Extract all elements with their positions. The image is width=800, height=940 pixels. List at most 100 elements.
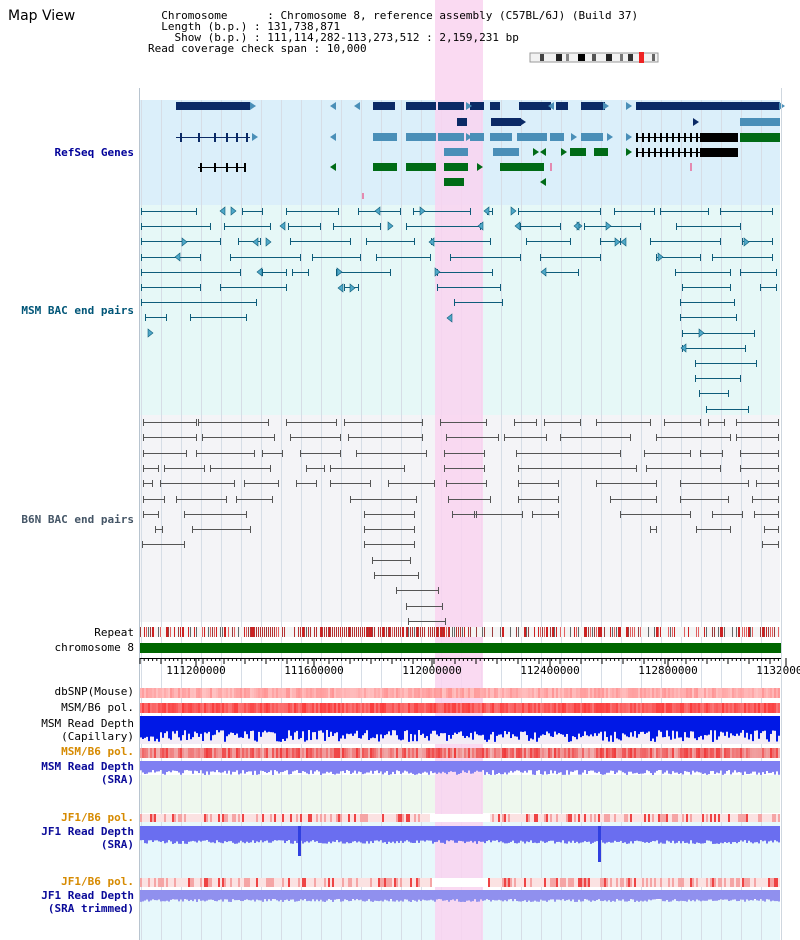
- msm-polymorphism: [756, 703, 758, 713]
- jf1-polymorphism: [606, 814, 608, 822]
- msm-depth-sra-bar: [748, 761, 750, 775]
- jf1-polymorphism-2: [666, 878, 668, 887]
- jf1-depth-bar: [274, 826, 276, 841]
- dbsnp-density: [680, 688, 682, 698]
- msm-polymorphism: [318, 703, 320, 713]
- msm-depth-capillary-bar: [674, 716, 676, 739]
- jf1-depth-trimmed-bar: [512, 890, 514, 902]
- msm-depth-capillary-bar: [662, 716, 664, 738]
- msm-depth-sra-bar: [666, 761, 668, 771]
- dbsnp-density: [646, 688, 648, 698]
- gene-strand-arrow: [354, 102, 360, 110]
- repeat-element: [278, 627, 279, 637]
- repeat-element: [352, 627, 353, 637]
- repeat-element: [382, 627, 384, 637]
- jf1-polymorphism: [626, 814, 628, 822]
- jf1-depth-trimmed-bar: [344, 890, 346, 900]
- dbsnp-density: [206, 688, 208, 698]
- msm-depth-capillary-bar: [410, 716, 412, 734]
- gene-exon: [660, 148, 662, 157]
- track-label-msm-bac[interactable]: MSM BAC end pairs: [21, 304, 134, 317]
- msm-polymorphism: [400, 703, 402, 713]
- msm-polymorphism-2: [148, 748, 150, 758]
- msm-polymorphism: [620, 703, 622, 713]
- track-label-msm-b6-pol-1: MSM/B6 pol.: [61, 701, 134, 714]
- msm-polymorphism-2: [584, 748, 586, 758]
- dbsnp-density: [518, 688, 520, 698]
- jf1-polymorphism-2: [338, 878, 340, 887]
- repeat-element: [388, 627, 389, 637]
- jf1-polymorphism: [320, 814, 322, 822]
- jf1-polymorphism-2: [704, 878, 706, 887]
- jf1-polymorphism: [316, 814, 318, 822]
- bac-end-tick: [372, 557, 373, 564]
- msm-depth-capillary-bar: [414, 716, 416, 735]
- jf1-polymorphism: [202, 814, 204, 822]
- bac-end-tick: [274, 434, 275, 441]
- jf1-polymorphism: [722, 814, 724, 822]
- jf1-polymorphism-2: [762, 878, 764, 887]
- track-label-refseq[interactable]: RefSeq Genes: [54, 146, 134, 159]
- jf1-polymorphism: [266, 814, 268, 822]
- jf1-polymorphism: [598, 814, 600, 822]
- jf1-polymorphism: [428, 814, 430, 822]
- msm-polymorphism: [480, 703, 482, 713]
- jf1-depth-bar: [694, 826, 696, 844]
- dbsnp-density: [150, 688, 152, 698]
- track-label-b6n-bac[interactable]: B6N BAC end pairs: [21, 513, 134, 526]
- jf1-polymorphism-2: [700, 878, 702, 887]
- msm-depth-capillary-bar: [568, 716, 570, 742]
- dbsnp-density: [142, 688, 144, 698]
- msm-depth-capillary-bar: [222, 716, 224, 731]
- dbsnp-density: [286, 688, 288, 698]
- msm-polymorphism-2: [218, 748, 220, 758]
- msm-depth-capillary-bar: [554, 716, 556, 732]
- dbsnp-density: [234, 688, 236, 698]
- jf1-polymorphism-2: [684, 878, 686, 887]
- dbsnp-density: [686, 688, 688, 698]
- bac-end-tick: [470, 208, 471, 215]
- jf1-depth-bar: [556, 826, 558, 842]
- bac-end-tick: [748, 406, 749, 413]
- msm-depth-capillary-bar: [738, 716, 740, 736]
- msm-polymorphism-2: [510, 748, 512, 758]
- jf1-depth-bar: [526, 826, 528, 842]
- msm-depth-sra-bar: [528, 761, 530, 771]
- jf1-depth-trimmed-bar: [740, 890, 742, 900]
- bac-end-tick: [736, 314, 737, 321]
- msm-polymorphism: [706, 703, 708, 713]
- bac-end-tick: [200, 254, 201, 261]
- msm-depth-capillary-bar: [678, 716, 680, 738]
- msm-depth-capillary-bar: [754, 716, 756, 731]
- jf1-polymorphism: [640, 814, 642, 822]
- jf1-depth-trimmed-bar: [228, 890, 230, 902]
- repeat-element: [148, 627, 149, 637]
- msm-polymorphism: [776, 703, 778, 713]
- jf1-depth-trimmed-bar: [410, 890, 412, 902]
- dbsnp-density: [166, 688, 168, 698]
- jf1-depth-bar: [764, 826, 766, 841]
- jf1-depth-bar: [448, 826, 450, 842]
- msm-depth-sra-bar: [372, 761, 374, 774]
- jf1-depth-trimmed-bar: [544, 890, 546, 901]
- msm-polymorphism-2: [690, 748, 692, 758]
- msm-depth-sra-bar: [360, 761, 362, 773]
- dbsnp-density: [684, 688, 686, 698]
- bac-end-tick: [544, 419, 545, 426]
- msm-depth-capillary-bar: [408, 716, 410, 742]
- msm-polymorphism: [158, 703, 160, 713]
- jf1-polymorphism: [256, 814, 258, 822]
- msm-polymorphism-2: [466, 748, 468, 758]
- bac-end-tick: [143, 480, 144, 487]
- msm-depth-capillary-bar: [464, 716, 466, 738]
- msm-polymorphism-2: [156, 748, 158, 758]
- msm-depth-capillary-bar: [714, 716, 716, 731]
- msm-depth-capillary-bar: [634, 716, 636, 732]
- jf1-depth-bar: [184, 826, 186, 844]
- jf1-polymorphism-2: [364, 878, 366, 887]
- repeat-element: [720, 627, 722, 637]
- msm-depth-sra-bar: [382, 761, 384, 775]
- jf1-polymorphism-2: [754, 878, 756, 887]
- msm-depth-sra-bar: [520, 761, 522, 773]
